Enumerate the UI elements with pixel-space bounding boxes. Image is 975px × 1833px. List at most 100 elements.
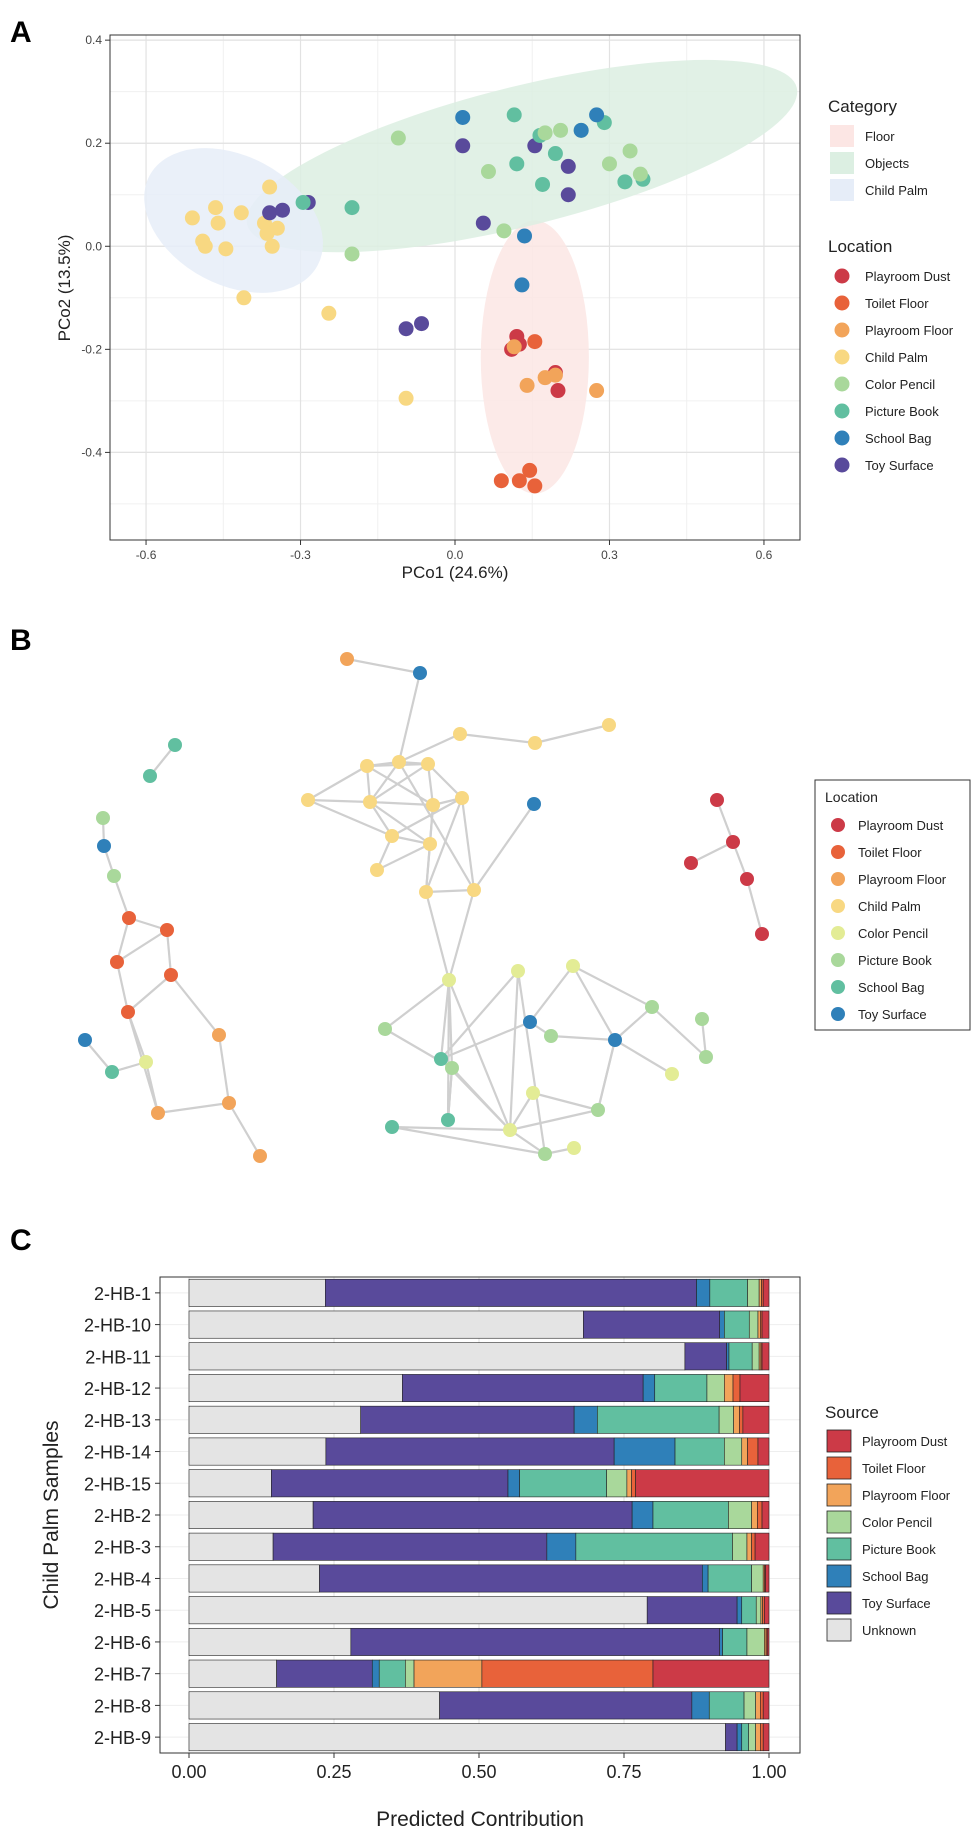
network-edge: [439, 979, 451, 1060]
bar-legend-label-playroom-floor: Playroom Floor: [862, 1488, 951, 1503]
bar-legend-label-toy-surface: Toy Surface: [862, 1596, 931, 1611]
bar-y-tick-label: 2-HB-1: [94, 1284, 151, 1304]
network-node-picture-book: [107, 869, 121, 883]
bar-segment-school-bag: [736, 1596, 743, 1625]
network-chart: Location Playroom Dust Toilet Floor Playro…: [78, 652, 971, 1163]
network-node-color-pencil: [526, 1086, 540, 1100]
bar-y-tick-label: 2-HB-9: [94, 1728, 151, 1748]
network-edge: [369, 763, 429, 803]
network-node-child-palm: [360, 759, 374, 773]
legend-location-dot-color-pencil: [834, 376, 850, 392]
point-toilet-floor: [511, 473, 527, 489]
point-color-pencil: [496, 223, 512, 239]
network-edge: [424, 797, 464, 893]
bar-segment-toilet-floor: [759, 1691, 764, 1720]
bar-segment-color-pencil: [748, 1723, 756, 1752]
bar-y-tick-label: 2-HB-5: [94, 1601, 151, 1621]
legend-location-dot-playroom-dust: [834, 268, 850, 284]
point-toy-surface: [398, 321, 414, 337]
bar-segment-toilet-floor: [747, 1437, 759, 1466]
bar-legend-title: Source: [825, 1403, 879, 1422]
point-toilet-floor: [522, 462, 538, 478]
bar-segment-toilet-floor: [751, 1532, 756, 1561]
bar-segment-playroom-dust: [739, 1374, 770, 1403]
network-legend-dot-toy-surface: [831, 1007, 845, 1021]
legend-category-label-objects: Objects: [865, 156, 910, 171]
bar-segment-unknown: [188, 1469, 272, 1498]
bar-segment-color-pencil: [732, 1532, 748, 1561]
network-edge: [651, 1006, 707, 1058]
pcoa-x-tick-label: -0.3: [290, 548, 311, 562]
point-playroom-dust: [550, 383, 566, 399]
point-picture-book: [509, 156, 525, 172]
point-color-pencil: [632, 166, 648, 182]
bar-segment-picture-book: [652, 1501, 729, 1529]
bar-y-tick-label: 2-HB-12: [84, 1379, 151, 1399]
network-node-school-bag: [434, 1052, 448, 1066]
network-edge: [424, 891, 451, 981]
network-legend-dot-school-bag: [831, 980, 845, 994]
network-edge: [532, 1091, 599, 1112]
bar-y-tick-label: 2-HB-4: [94, 1569, 151, 1589]
bar-segment-school-bag: [613, 1437, 676, 1466]
network-node-color-pencil: [139, 1055, 153, 1069]
point-child-palm: [264, 238, 280, 254]
bar-y-tick-label: 2-HB-11: [85, 1347, 151, 1367]
bar-segment-picture-book: [654, 1374, 708, 1403]
point-color-pencil: [553, 122, 569, 138]
network-edge: [391, 797, 463, 837]
bar-segment-color-pencil: [606, 1469, 628, 1498]
network-edge: [460, 797, 476, 891]
bar-segment-playroom-floor: [741, 1437, 748, 1466]
bar-segment-school-bag: [719, 1627, 723, 1656]
pcoa-x-tick-label: -0.6: [136, 548, 157, 562]
bar-segment-toilet-floor: [732, 1374, 741, 1403]
bar-segment-color-pencil: [718, 1405, 734, 1434]
bar-segment-unknown: [188, 1342, 686, 1371]
network-node-playroom-dust: [755, 927, 769, 941]
network-node-toy-surface: [78, 1033, 92, 1047]
legend-category-swatch-child-palm: [830, 179, 854, 201]
bar-segment-playroom-dust: [762, 1691, 770, 1720]
bar-segment-color-pencil: [747, 1278, 760, 1307]
legend-location-dot-child-palm: [834, 349, 850, 365]
network-edge: [425, 888, 475, 894]
bar-segment-color-pencil: [751, 1564, 764, 1593]
bar-y-tick-label: 2-HB-8: [94, 1696, 151, 1716]
bar-segment-school-bag: [371, 1659, 380, 1688]
bar-segment-color-pencil: [706, 1374, 725, 1403]
network-legend-dot-color-pencil: [831, 926, 845, 940]
network-node-school-bag: [168, 738, 182, 752]
bar-segment-school-bag: [696, 1278, 711, 1307]
bar-segment-unknown: [188, 1374, 403, 1403]
bar-segment-picture-book: [724, 1310, 750, 1339]
bar-segment-school-bag: [507, 1469, 520, 1498]
network-node-child-palm: [426, 798, 440, 812]
network-edge: [534, 723, 610, 745]
network-edge: [127, 974, 172, 1013]
network-node-child-palm: [423, 837, 437, 851]
bar-segment-toy-surface: [325, 1437, 615, 1466]
ellipse-objects: [246, 59, 798, 253]
bar-segment-picture-book: [741, 1596, 757, 1625]
network-node-picture-book: [645, 1000, 659, 1014]
network-edge: [440, 1020, 531, 1061]
bar-segment-toy-surface: [324, 1278, 697, 1307]
point-child-palm: [210, 215, 226, 231]
bar-segment-toy-surface: [319, 1564, 703, 1593]
point-child-palm: [321, 305, 337, 321]
legend-location-label-child-palm: Child Palm: [865, 350, 928, 365]
bar-segment-toy-surface: [439, 1691, 693, 1720]
bar-x-tick-label: 0.25: [316, 1762, 351, 1782]
point-playroom-floor: [519, 377, 535, 393]
network-edge: [508, 970, 520, 1131]
point-color-pencil: [622, 143, 638, 159]
pcoa-x-axis-label: PCo1 (24.6%): [402, 563, 509, 582]
bar-segment-playroom-dust: [761, 1310, 770, 1339]
legend-location-dot-picture-book: [834, 403, 850, 419]
network-node-school-bag: [143, 769, 157, 783]
network-node-toy-surface: [608, 1033, 622, 1047]
bar-segment-toilet-floor: [757, 1501, 763, 1529]
bar-segment-playroom-dust: [761, 1342, 770, 1371]
bar-segment-playroom-dust: [635, 1469, 770, 1498]
